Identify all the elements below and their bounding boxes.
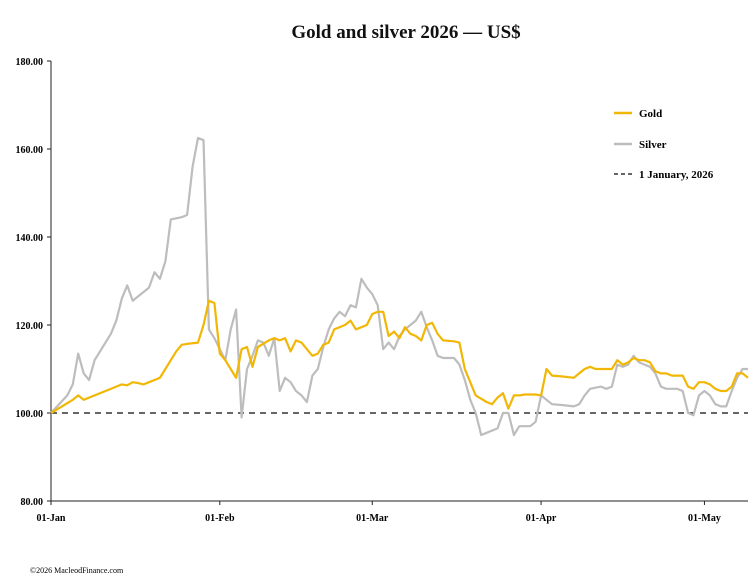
y-tick-label: 100.00 xyxy=(16,409,44,420)
chart-title: Gold and silver 2026 — US$ xyxy=(291,22,520,43)
x-tick-label: 01-Feb xyxy=(205,513,235,524)
series-line-silver xyxy=(50,136,748,437)
y-tick-label: 180.00 xyxy=(16,57,44,68)
legend-baseline-label: 1 January, 2026 xyxy=(639,169,714,181)
y-tick-label: 160.00 xyxy=(16,145,44,156)
legend: Gold Silver 1 January, 2026 xyxy=(614,108,714,181)
legend-silver-label: Silver xyxy=(639,139,667,151)
legend-gold-label: Gold xyxy=(639,108,662,120)
y-tick-label: 140.00 xyxy=(16,233,44,244)
copyright-footer: ©2026 MacleodFinance.com xyxy=(30,566,124,575)
axes xyxy=(47,60,748,505)
tick-labels: 80.00 100.00 120.00 140.00 160.00 180.00 01-Ja… xyxy=(16,57,721,524)
x-tick-label: 01-Apr xyxy=(526,513,557,524)
y-tick-label: 80.00 xyxy=(21,497,44,508)
x-tick-label: 01-Mar xyxy=(356,513,389,524)
x-tick-label: 01-Jan xyxy=(37,513,66,524)
x-tick-label: 01-May xyxy=(688,513,721,524)
series-lines xyxy=(50,136,749,437)
y-tick-label: 120.00 xyxy=(16,321,44,332)
series-line-gold xyxy=(50,299,749,414)
